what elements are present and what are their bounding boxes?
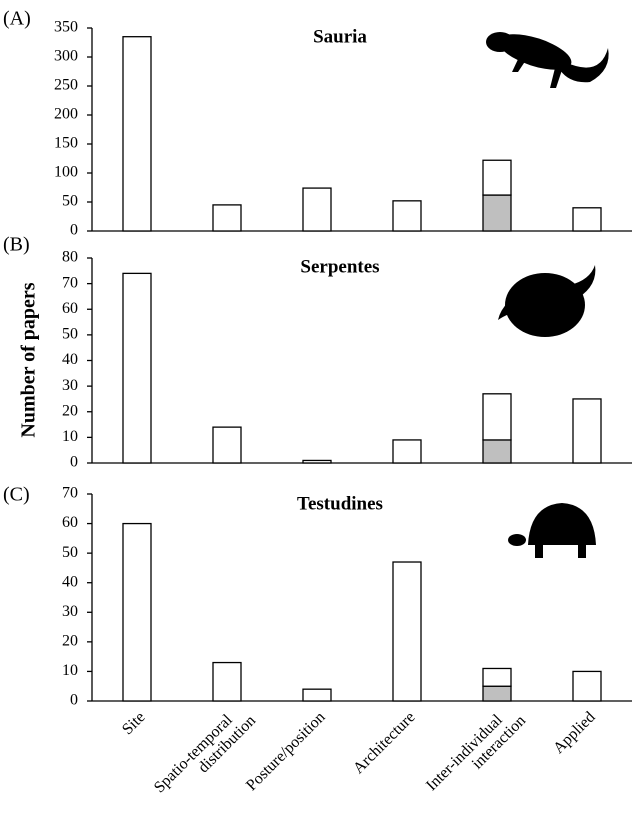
y-tick-label: 60 — [62, 514, 78, 531]
panel-label: (B) — [3, 234, 30, 256]
chart-title: Serpentes — [300, 256, 379, 277]
y-tick-label: 20 — [62, 633, 78, 650]
y-tick-label: 0 — [70, 692, 78, 709]
panel-label: (C) — [3, 484, 30, 506]
bar — [122, 522, 152, 702]
bar — [572, 398, 602, 464]
x-tick-label: Applied — [550, 708, 598, 756]
y-tick-label: 10 — [62, 428, 78, 445]
y-tick-label: 300 — [54, 48, 78, 65]
x-tick-label: Inter-individual interaction — [423, 700, 529, 806]
y-axis-label: Number of papers — [18, 282, 40, 437]
tortoise-icon — [508, 503, 596, 558]
bar — [392, 561, 422, 702]
bar — [302, 187, 332, 232]
bar — [572, 670, 602, 702]
y-tick-label: 50 — [62, 326, 78, 343]
bar — [482, 393, 512, 441]
chart-title: Sauria — [313, 26, 367, 47]
bar — [392, 200, 422, 232]
y-tick-label: 20 — [62, 402, 78, 419]
y-tick-label: 350 — [54, 19, 78, 36]
y-tick-label: 200 — [54, 106, 78, 123]
bar — [302, 459, 332, 464]
bar — [392, 439, 422, 464]
y-tick-label: 10 — [62, 662, 78, 679]
bar — [122, 36, 152, 232]
y-tick-label: 30 — [62, 603, 78, 620]
x-tick-label: Spatio-temporal distribution — [151, 700, 259, 808]
bar — [212, 426, 242, 464]
y-tick-label: 30 — [62, 377, 78, 394]
y-tick-label: 60 — [62, 300, 78, 317]
gecko-icon — [486, 32, 609, 88]
bar — [482, 667, 512, 687]
y-tick-label: 70 — [62, 485, 78, 502]
y-tick-label: 80 — [62, 249, 78, 266]
bar — [212, 204, 242, 232]
y-tick-label: 100 — [54, 164, 78, 181]
bar — [482, 685, 512, 702]
y-tick-label: 0 — [70, 454, 78, 471]
bar — [572, 207, 602, 232]
y-tick-label: 70 — [62, 274, 78, 291]
y-tick-label: 40 — [62, 351, 78, 368]
y-tick-label: 250 — [54, 77, 78, 94]
bar — [212, 661, 242, 702]
panel-label: (A) — [3, 8, 31, 30]
y-tick-label: 0 — [70, 222, 78, 239]
chart-title: Testudines — [297, 493, 383, 514]
x-tick-label: Site — [119, 708, 149, 738]
y-tick-label: 40 — [62, 573, 78, 590]
bar — [482, 194, 512, 232]
y-tick-label: 150 — [54, 135, 78, 152]
bar — [482, 159, 512, 196]
snake-icon — [498, 265, 596, 337]
bar — [302, 688, 332, 702]
bar — [482, 439, 512, 464]
y-tick-label: 50 — [62, 544, 78, 561]
x-tick-label: Architecture — [350, 708, 419, 777]
y-tick-label: 50 — [62, 193, 78, 210]
bar — [122, 272, 152, 464]
